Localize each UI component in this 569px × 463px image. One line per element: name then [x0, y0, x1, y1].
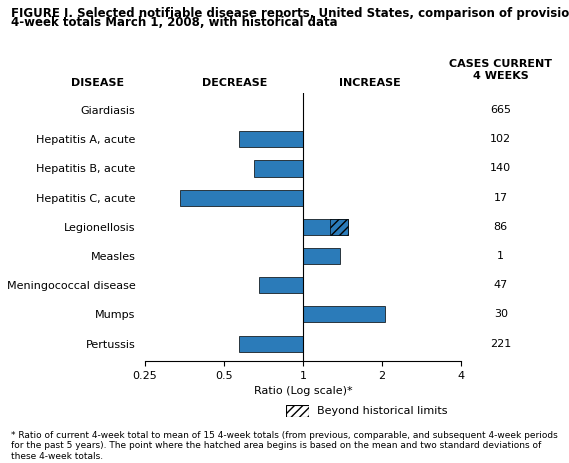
Text: DISEASE: DISEASE: [71, 78, 124, 88]
Text: FIGURE I. Selected notifiable disease reports, United States, comparison of prov: FIGURE I. Selected notifiable disease re…: [11, 7, 569, 20]
Text: 221: 221: [490, 338, 512, 349]
Text: 665: 665: [490, 105, 511, 115]
Text: 47: 47: [493, 280, 508, 290]
Text: 4-week totals March 1, 2008, with historical data: 4-week totals March 1, 2008, with histor…: [11, 16, 338, 29]
Bar: [330, 219, 348, 235]
Bar: [239, 131, 303, 147]
Bar: [259, 277, 303, 293]
Text: 140: 140: [490, 163, 512, 174]
Text: 102: 102: [490, 134, 512, 144]
Text: INCREASE: INCREASE: [339, 78, 401, 88]
Bar: [254, 161, 303, 176]
Bar: [303, 248, 340, 264]
Text: 17: 17: [494, 193, 508, 203]
Bar: [303, 307, 385, 322]
Text: 86: 86: [494, 222, 508, 232]
X-axis label: Ratio (Log scale)*: Ratio (Log scale)*: [254, 387, 352, 396]
Bar: [303, 219, 348, 235]
Text: CASES CURRENT
4 WEEKS: CASES CURRENT 4 WEEKS: [449, 59, 552, 81]
Text: Beyond historical limits: Beyond historical limits: [317, 406, 448, 416]
Bar: [180, 190, 303, 206]
Text: DECREASE: DECREASE: [202, 78, 267, 88]
Text: * Ratio of current 4-week total to mean of 15 4-week totals (from previous, comp: * Ratio of current 4-week total to mean …: [11, 431, 558, 461]
Bar: [239, 336, 303, 352]
Text: 30: 30: [494, 309, 508, 319]
Text: 1: 1: [497, 251, 504, 261]
